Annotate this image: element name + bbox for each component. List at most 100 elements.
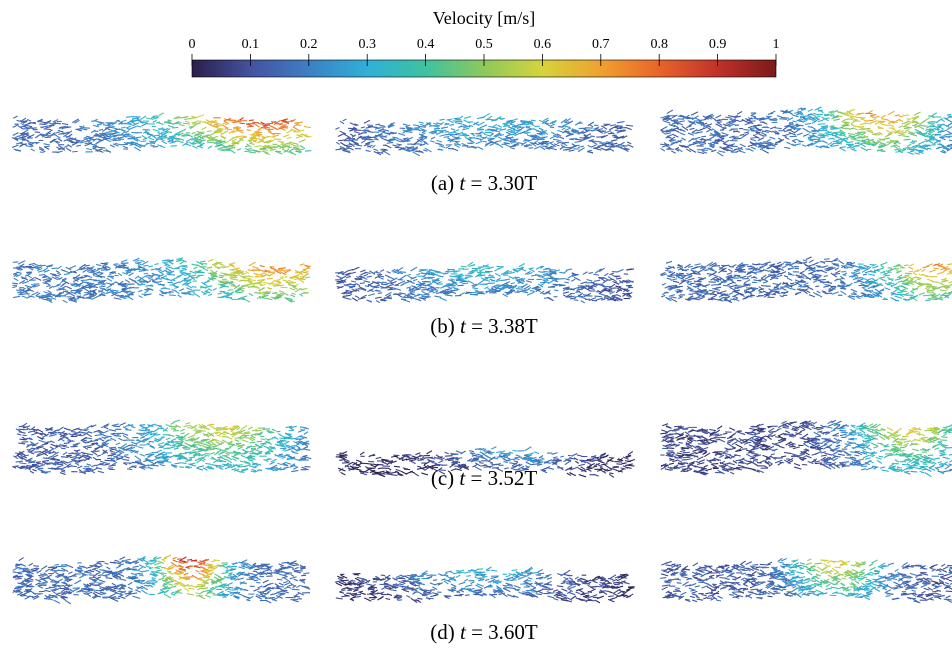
arrow — [477, 130, 484, 131]
arrow — [824, 285, 829, 286]
arrow — [91, 465, 96, 467]
arrow — [260, 287, 265, 290]
arrow — [49, 434, 57, 436]
arrow — [393, 145, 399, 147]
arrow — [439, 146, 445, 148]
arrow — [55, 132, 59, 133]
arrow — [909, 271, 914, 272]
arrow — [233, 426, 239, 427]
arrow — [94, 284, 102, 285]
arrow — [106, 285, 112, 288]
arrow — [865, 142, 871, 143]
arrow — [67, 464, 71, 466]
arrow — [143, 265, 148, 266]
arrow — [459, 293, 465, 296]
arrow — [471, 265, 475, 266]
arrow — [124, 455, 128, 456]
arrow — [273, 135, 279, 137]
arrow — [208, 425, 214, 428]
arrow — [123, 435, 128, 438]
arrow — [344, 134, 351, 138]
arrow — [226, 297, 232, 298]
arrow — [795, 293, 801, 294]
arrow — [37, 429, 43, 432]
arrow — [851, 149, 857, 151]
arrow — [206, 120, 210, 122]
arrow — [459, 126, 465, 127]
arrow — [870, 121, 877, 124]
arrow — [732, 265, 736, 267]
arrow — [787, 142, 791, 144]
arrow — [722, 297, 727, 298]
arrow — [892, 122, 896, 123]
arrow — [429, 126, 436, 127]
arrow — [677, 265, 681, 266]
arrow — [768, 113, 773, 114]
arrow — [493, 127, 498, 128]
arrow — [899, 126, 903, 128]
arrow — [98, 147, 106, 148]
arrow — [135, 260, 139, 261]
arrow — [105, 127, 111, 128]
arrow — [514, 292, 519, 293]
arrow — [367, 276, 372, 277]
arrow — [945, 287, 949, 288]
arrow — [36, 293, 40, 295]
arrow — [14, 278, 19, 280]
arrow — [469, 272, 475, 273]
arrow — [777, 262, 781, 263]
arrow — [160, 437, 164, 439]
arrow — [12, 287, 17, 288]
arrow — [715, 115, 721, 118]
arrow — [197, 115, 204, 118]
arrow — [70, 457, 77, 458]
arrow — [824, 259, 830, 260]
arrow — [938, 282, 944, 285]
arrow — [881, 119, 888, 120]
arrow — [718, 151, 725, 153]
arrow — [236, 292, 243, 293]
arrow — [918, 126, 924, 129]
arrow — [902, 132, 906, 133]
arrow — [728, 116, 735, 117]
arrow — [665, 133, 671, 134]
arrow — [790, 288, 796, 289]
arrow — [915, 277, 921, 278]
tick-label: 0.4 — [417, 37, 435, 52]
arrow — [71, 466, 77, 467]
arrow — [57, 273, 61, 275]
arrow — [87, 454, 93, 455]
arrow — [32, 469, 36, 471]
arrow — [836, 278, 843, 279]
arrow — [137, 126, 142, 127]
arrow — [440, 298, 447, 301]
arrow — [340, 131, 346, 134]
arrow — [724, 140, 729, 143]
arrow — [949, 280, 952, 283]
arrow — [293, 287, 298, 289]
arrow — [818, 281, 824, 283]
arrow — [98, 471, 104, 473]
velocity-field — [12, 420, 311, 475]
arrow — [580, 282, 586, 284]
arrow — [598, 145, 602, 147]
arrow — [132, 118, 139, 119]
arrow — [92, 297, 97, 299]
arrow — [805, 123, 811, 124]
arrow — [296, 446, 300, 448]
arrow — [248, 148, 252, 149]
arrow — [714, 288, 718, 289]
arrow — [183, 123, 190, 124]
arrow — [436, 123, 442, 124]
arrow — [384, 151, 391, 155]
arrow — [790, 124, 794, 125]
arrow — [728, 147, 732, 149]
arrow — [45, 442, 52, 444]
arrow — [601, 299, 605, 300]
arrow — [178, 295, 182, 298]
arrow — [102, 442, 107, 444]
arrow — [338, 133, 345, 136]
arrow — [476, 138, 481, 139]
arrow — [571, 279, 575, 281]
arrow — [482, 132, 486, 134]
